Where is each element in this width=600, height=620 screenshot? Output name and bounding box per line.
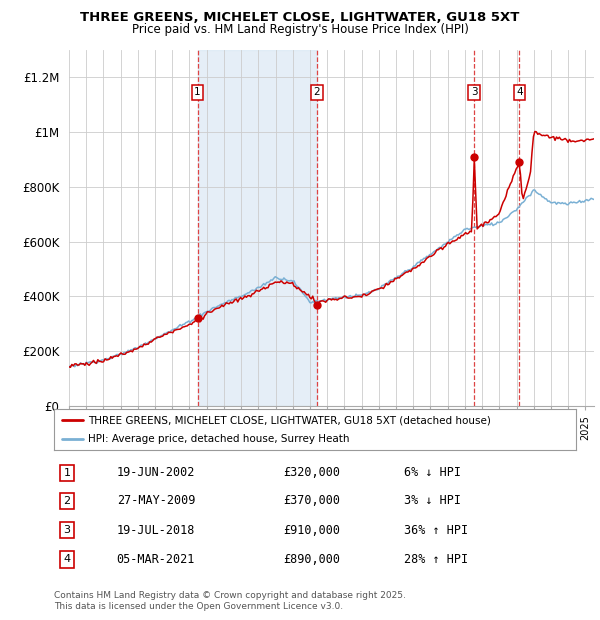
Text: 3: 3	[471, 87, 478, 97]
Text: 19-JUN-2002: 19-JUN-2002	[116, 466, 195, 479]
Text: 19-JUL-2018: 19-JUL-2018	[116, 524, 195, 537]
Text: 6% ↓ HPI: 6% ↓ HPI	[404, 466, 461, 479]
Text: THREE GREENS, MICHELET CLOSE, LIGHTWATER, GU18 5XT: THREE GREENS, MICHELET CLOSE, LIGHTWATER…	[80, 11, 520, 24]
Text: 36% ↑ HPI: 36% ↑ HPI	[404, 524, 468, 537]
Text: £890,000: £890,000	[284, 553, 341, 566]
Bar	[197, 50, 317, 406]
Text: 1: 1	[194, 87, 201, 97]
Text: HPI: Average price, detached house, Surrey Heath: HPI: Average price, detached house, Surr…	[88, 435, 349, 445]
Text: £370,000: £370,000	[284, 494, 341, 507]
Text: 28% ↑ HPI: 28% ↑ HPI	[404, 553, 468, 566]
Text: 2: 2	[314, 87, 320, 97]
Text: THREE GREENS, MICHELET CLOSE, LIGHTWATER, GU18 5XT (detached house): THREE GREENS, MICHELET CLOSE, LIGHTWATER…	[88, 415, 491, 425]
Text: 27-MAY-2009: 27-MAY-2009	[116, 494, 195, 507]
Text: 05-MAR-2021: 05-MAR-2021	[116, 553, 195, 566]
Text: 3: 3	[64, 525, 71, 535]
Text: 2: 2	[64, 496, 71, 506]
Text: 3% ↓ HPI: 3% ↓ HPI	[404, 494, 461, 507]
Text: Contains HM Land Registry data © Crown copyright and database right 2025.
This d: Contains HM Land Registry data © Crown c…	[54, 591, 406, 611]
Text: £320,000: £320,000	[284, 466, 341, 479]
Text: 4: 4	[516, 87, 523, 97]
Text: 1: 1	[64, 468, 71, 478]
Text: £910,000: £910,000	[284, 524, 341, 537]
Text: 4: 4	[64, 554, 71, 564]
Text: Price paid vs. HM Land Registry's House Price Index (HPI): Price paid vs. HM Land Registry's House …	[131, 23, 469, 36]
